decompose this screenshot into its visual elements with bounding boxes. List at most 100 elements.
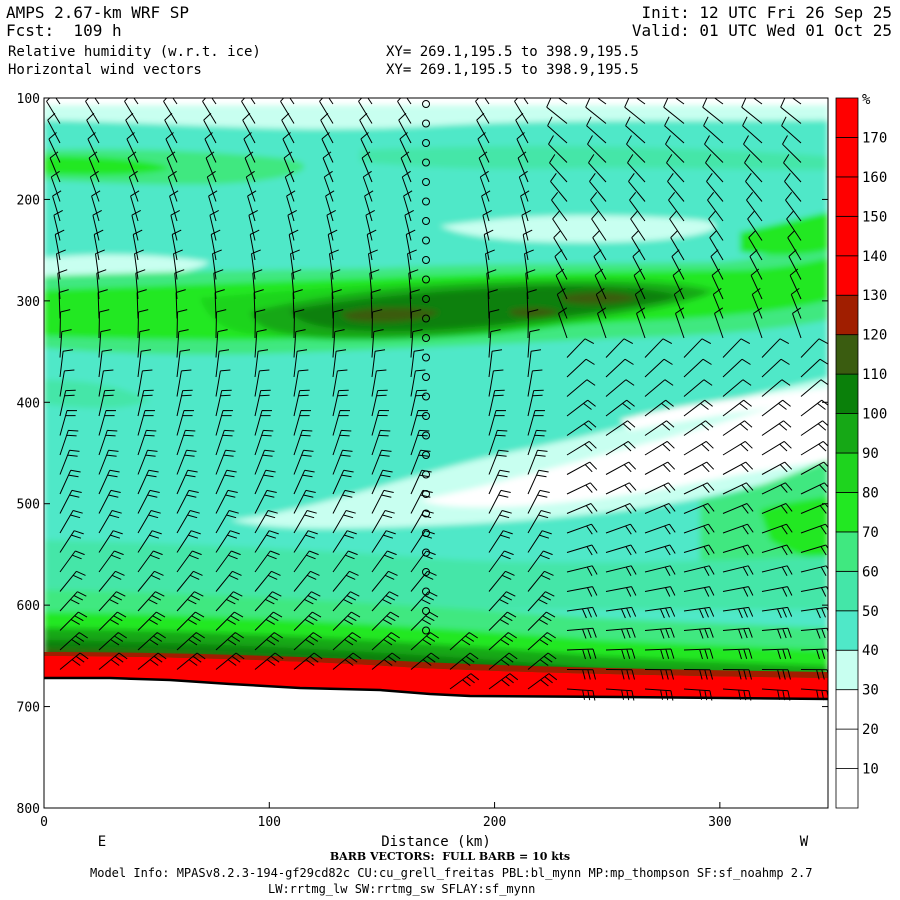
x-tick-label: 100 bbox=[258, 815, 281, 830]
wind-barb bbox=[527, 652, 557, 670]
wind-barb bbox=[527, 349, 542, 378]
x-tick-label: 0 bbox=[40, 815, 48, 830]
y-tick-label: 300 bbox=[17, 295, 40, 310]
wind-barb bbox=[527, 449, 548, 475]
wind-barb bbox=[527, 469, 549, 495]
wind-barb bbox=[566, 379, 596, 397]
wind-barb bbox=[761, 399, 791, 417]
wind-barb bbox=[784, 173, 802, 202]
wind-barb bbox=[56, 249, 66, 280]
wind-barb bbox=[176, 652, 206, 670]
wind-barb bbox=[204, 132, 217, 163]
wind-barb bbox=[800, 669, 828, 680]
wind-barb bbox=[202, 98, 217, 124]
wind-barb bbox=[332, 570, 359, 592]
wind-barb bbox=[788, 249, 802, 280]
wind-barb bbox=[371, 550, 397, 573]
forecast-hour: Fcst: 109 h bbox=[6, 21, 122, 40]
wind-barb bbox=[527, 550, 553, 573]
wind-barb bbox=[761, 523, 793, 535]
wind-barb bbox=[488, 550, 514, 573]
wind-barb bbox=[98, 550, 124, 573]
wind-barb bbox=[98, 449, 119, 475]
colorbar-label: 80 bbox=[862, 485, 879, 501]
wind-barb bbox=[722, 338, 751, 358]
terrain-surface-line bbox=[44, 676, 828, 701]
colorbar-unit: % bbox=[862, 92, 871, 108]
wind-barb bbox=[792, 307, 802, 339]
wind-barb bbox=[215, 449, 236, 475]
wind-barb bbox=[49, 151, 61, 183]
wind-barb bbox=[290, 249, 300, 280]
wind-barb bbox=[632, 249, 646, 280]
wind-barb bbox=[488, 389, 505, 417]
wind-barb bbox=[800, 358, 828, 378]
calm-wind-marker bbox=[422, 587, 430, 596]
colorbar-label: 50 bbox=[862, 604, 879, 620]
wind-barb bbox=[786, 210, 802, 241]
wind-barb bbox=[254, 611, 283, 631]
wind-barb bbox=[743, 135, 763, 163]
wind-barb bbox=[527, 389, 544, 417]
wind-barb bbox=[644, 338, 673, 358]
wind-barb bbox=[242, 112, 256, 144]
wind-barb bbox=[98, 632, 127, 651]
calm-wind-marker bbox=[422, 295, 430, 303]
wind-barb bbox=[360, 132, 373, 163]
wind-barb bbox=[488, 530, 513, 553]
wind-barb bbox=[590, 191, 607, 222]
colorbar-swatch bbox=[835, 373, 859, 414]
wind-barb bbox=[566, 606, 598, 619]
wind-barb bbox=[522, 229, 533, 261]
wind-barb bbox=[605, 627, 636, 639]
wind-barb bbox=[59, 469, 81, 495]
wind-barb bbox=[282, 132, 295, 163]
wind-barb bbox=[93, 229, 104, 261]
wind-barb bbox=[59, 611, 88, 631]
wind-barb bbox=[98, 510, 122, 534]
colorbar-label: 20 bbox=[862, 722, 879, 738]
wind-barb bbox=[555, 268, 568, 300]
wind-barb bbox=[289, 98, 295, 105]
wind-barb bbox=[761, 338, 790, 358]
wind-barb bbox=[215, 632, 244, 651]
wind-barb bbox=[488, 632, 517, 651]
wind-barb bbox=[627, 154, 646, 183]
wind-barb bbox=[94, 98, 100, 105]
wind-barb bbox=[176, 550, 202, 573]
calm-wind-marker bbox=[422, 119, 430, 128]
wind-barb bbox=[644, 586, 676, 597]
wind-barb bbox=[136, 289, 147, 319]
barb-caption: BARB VECTORS: FULL BARB = 10 kts bbox=[329, 850, 571, 863]
wind-barb bbox=[125, 112, 139, 144]
y-axis: 100 200 300 400 500 600 700 800 bbox=[17, 92, 828, 817]
wind-barb bbox=[566, 627, 597, 639]
wind-barb bbox=[800, 606, 828, 619]
wind-barb bbox=[783, 154, 802, 183]
colorbar-swatch bbox=[835, 294, 859, 336]
wind-barb bbox=[254, 632, 283, 651]
wind-barb bbox=[702, 98, 724, 124]
wind-barb bbox=[488, 570, 515, 592]
wind-barb bbox=[488, 349, 503, 378]
wind-barb bbox=[487, 289, 498, 319]
wind-barb bbox=[293, 410, 312, 436]
wind-barb bbox=[59, 530, 84, 553]
calm-wind-marker bbox=[422, 217, 430, 225]
wind-barb bbox=[293, 389, 310, 417]
wind-barb bbox=[293, 329, 306, 358]
wind-barb bbox=[800, 461, 828, 475]
wind-barb bbox=[88, 151, 100, 183]
wind-barb bbox=[322, 151, 334, 183]
wind-barb bbox=[176, 611, 205, 631]
wind-barb bbox=[206, 170, 217, 202]
wind-barb bbox=[176, 489, 199, 514]
wind-barb bbox=[800, 420, 828, 436]
y-tick-label: 200 bbox=[17, 193, 40, 208]
calm-wind-marker bbox=[422, 236, 430, 245]
wind-barb bbox=[53, 209, 63, 241]
wind-barb bbox=[644, 482, 676, 495]
calm-wind-marker bbox=[422, 568, 430, 576]
wind-barb bbox=[410, 389, 427, 417]
wind-barb bbox=[137, 510, 161, 534]
